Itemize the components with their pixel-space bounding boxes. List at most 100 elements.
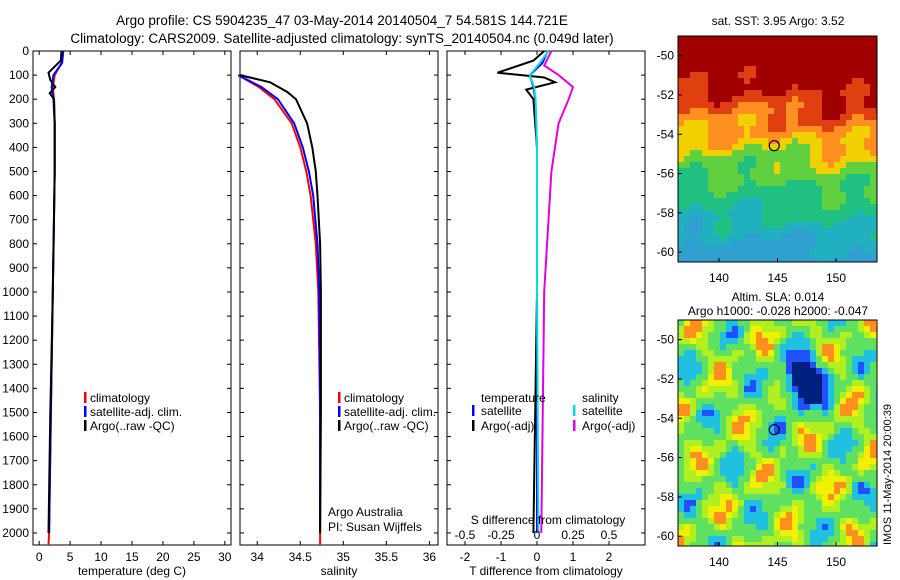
map-cell — [786, 416, 793, 423]
map-cell — [744, 326, 751, 333]
map-cell — [714, 126, 721, 133]
map-cell — [726, 452, 733, 459]
argo-position-marker — [768, 140, 780, 152]
map-cell — [690, 180, 697, 187]
map-cell — [714, 204, 721, 211]
map-cell — [780, 416, 787, 423]
map-cell — [828, 186, 835, 193]
map-cell — [852, 54, 859, 61]
map-cell — [726, 204, 733, 211]
map-cell — [858, 36, 865, 43]
map-cell — [792, 494, 799, 501]
map-cell — [714, 524, 721, 531]
map-cell — [804, 222, 811, 229]
map-cell — [738, 506, 745, 513]
map-cell — [702, 48, 709, 55]
map-cell — [774, 464, 781, 471]
map-cell — [678, 458, 685, 465]
map-cell — [678, 470, 685, 477]
map-cell — [720, 458, 727, 465]
map-cell — [858, 374, 865, 381]
map-cell — [864, 326, 871, 333]
map-cell — [870, 192, 877, 199]
map-cell — [696, 530, 703, 537]
map-cell — [708, 350, 715, 357]
map-cell — [780, 332, 787, 339]
map-cell — [828, 108, 835, 115]
map-cell — [870, 434, 877, 441]
depth-tick-label: 900 — [9, 261, 29, 275]
map-cell — [684, 440, 691, 447]
map-ytick-label: -52 — [657, 372, 675, 386]
map-cell — [684, 138, 691, 145]
map-cell — [702, 518, 709, 525]
map-cell — [792, 66, 799, 73]
map-cell — [786, 392, 793, 399]
map-cell — [750, 84, 757, 91]
map-cell — [756, 524, 763, 531]
map-cell — [858, 500, 865, 507]
map-cell — [834, 356, 841, 363]
map-cell — [756, 338, 763, 345]
map-cell — [726, 150, 733, 157]
map-cell — [846, 144, 853, 151]
map-cell — [822, 156, 829, 163]
map-cell — [774, 338, 781, 345]
map-cell — [732, 518, 739, 525]
map-cell — [834, 246, 841, 253]
map-cell — [690, 356, 697, 363]
map-cell — [768, 120, 775, 127]
map-cell — [720, 482, 727, 489]
map-cell — [684, 332, 691, 339]
map-cell — [864, 458, 871, 465]
map-cell — [798, 422, 805, 429]
map-cell — [858, 234, 865, 241]
map-cell — [774, 482, 781, 489]
map-cell — [690, 482, 697, 489]
map-cell — [732, 380, 739, 387]
map-cell — [720, 398, 727, 405]
map-cell — [822, 120, 829, 127]
map-cell — [840, 416, 847, 423]
map-cell — [732, 470, 739, 477]
map-cell — [834, 482, 841, 489]
map-cell — [822, 222, 829, 229]
map-cell — [684, 246, 691, 253]
map-cell — [762, 138, 769, 145]
map-cell — [696, 174, 703, 181]
map-cell — [840, 252, 847, 259]
map-cell — [708, 362, 715, 369]
map-cell — [792, 374, 799, 381]
legend-swatch-t-satellite — [472, 405, 475, 416]
map-cell — [834, 434, 841, 441]
map-cell — [756, 326, 763, 333]
map-cell — [678, 144, 685, 151]
map-cell — [822, 434, 829, 441]
map-cell — [702, 210, 709, 217]
map-cell — [726, 332, 733, 339]
map-cell — [762, 246, 769, 253]
map-cell — [822, 440, 829, 447]
map-cell — [684, 66, 691, 73]
map-cell — [834, 536, 841, 543]
map-cell — [834, 398, 841, 405]
map-cell — [804, 36, 811, 43]
map-cell — [750, 440, 757, 447]
map-cell — [762, 132, 769, 139]
map-cell — [678, 362, 685, 369]
map-cell — [858, 144, 865, 151]
map-cell — [678, 108, 685, 115]
map-cell — [684, 470, 691, 477]
map-cell — [786, 404, 793, 411]
map-cell — [810, 150, 817, 157]
map-cell — [720, 470, 727, 477]
map-cell — [786, 174, 793, 181]
map-cell — [702, 488, 709, 495]
map-cell — [702, 440, 709, 447]
map-cell — [768, 162, 775, 169]
map-cell — [720, 350, 727, 357]
map-cell — [750, 114, 757, 121]
map-cell — [726, 428, 733, 435]
map-cell — [720, 234, 727, 241]
map-cell — [810, 90, 817, 97]
